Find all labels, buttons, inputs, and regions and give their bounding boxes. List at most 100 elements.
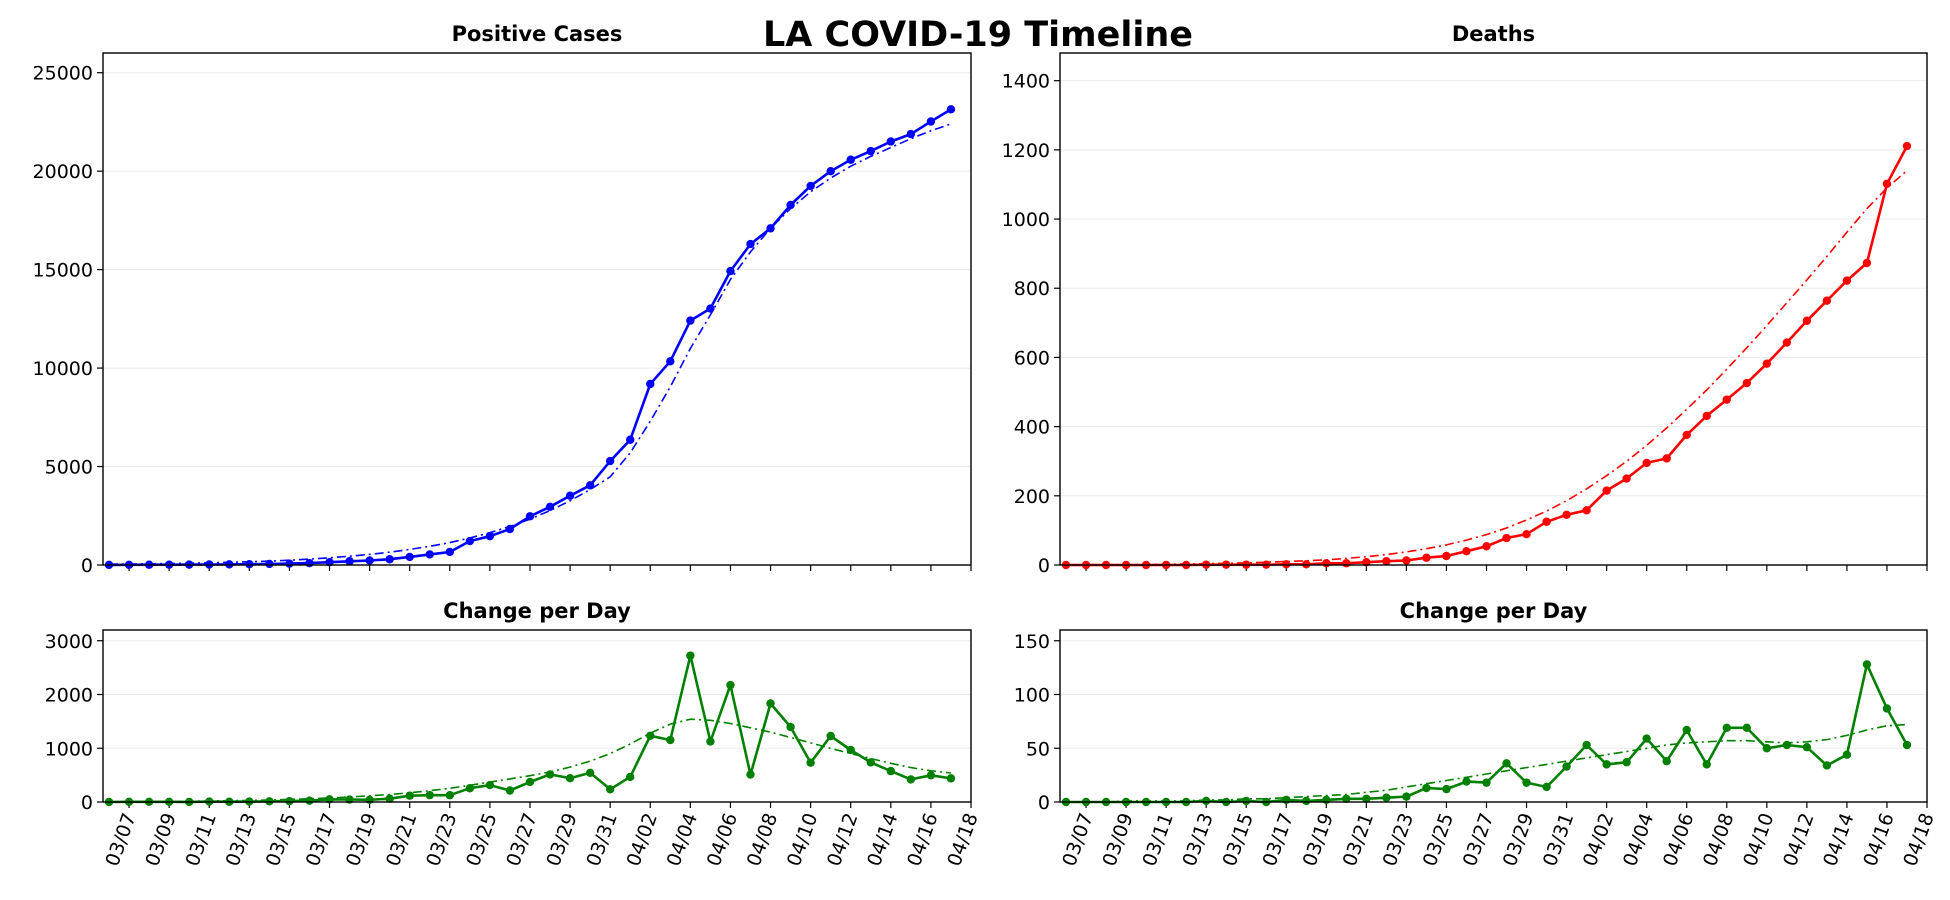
data-point bbox=[1322, 795, 1331, 805]
data-point bbox=[1862, 258, 1872, 268]
x-tick-label: 03/27 bbox=[502, 810, 541, 869]
trend-line bbox=[108, 123, 952, 565]
data-point bbox=[1342, 559, 1351, 568]
data-point bbox=[686, 651, 695, 660]
data-point bbox=[746, 239, 755, 249]
data-point bbox=[1482, 778, 1491, 787]
x-tick-label: 04/06 bbox=[1659, 810, 1698, 869]
x-tick-label: 03/15 bbox=[262, 810, 301, 869]
y-tick-label: 3000 bbox=[45, 631, 93, 653]
data-point bbox=[1742, 378, 1751, 388]
y-tick-label: 0 bbox=[81, 555, 93, 577]
data-point bbox=[1562, 762, 1571, 771]
data-point bbox=[1382, 556, 1391, 566]
x-tick-label: 03/29 bbox=[542, 810, 581, 869]
data-point bbox=[585, 768, 595, 778]
data-point bbox=[1422, 553, 1431, 562]
y-tick-label: 200 bbox=[1014, 486, 1050, 508]
plot-frame bbox=[1059, 52, 1928, 566]
x-tick-label: 03/11 bbox=[1138, 810, 1177, 869]
panel-title: Change per Day bbox=[1400, 599, 1588, 623]
y-tick-label: 15000 bbox=[33, 260, 93, 282]
data-point bbox=[1302, 796, 1311, 806]
data-point bbox=[1702, 411, 1711, 421]
data-point bbox=[946, 774, 956, 783]
trend-line bbox=[1065, 169, 1908, 566]
x-tick-label: 04/04 bbox=[663, 810, 702, 869]
data-point bbox=[1582, 506, 1591, 515]
data-point bbox=[1382, 793, 1391, 802]
data-point bbox=[946, 105, 956, 114]
y-tick-label: 2000 bbox=[45, 685, 93, 707]
x-tick-label: 03/25 bbox=[462, 810, 501, 869]
data-point bbox=[605, 785, 615, 794]
data-point bbox=[385, 794, 394, 803]
data-point bbox=[405, 552, 414, 562]
data-point bbox=[846, 155, 855, 164]
x-tick-label: 04/02 bbox=[623, 810, 662, 869]
x-tick-label: 03/21 bbox=[1339, 810, 1378, 869]
data-point bbox=[1462, 777, 1471, 786]
plot-frame bbox=[1059, 629, 1928, 803]
y-tick-label: 0 bbox=[1038, 792, 1050, 814]
x-tick-label: 03/15 bbox=[1219, 810, 1258, 869]
x-tick-label: 03/31 bbox=[1539, 810, 1578, 869]
y-tick-label: 20000 bbox=[33, 161, 93, 183]
data-point bbox=[325, 557, 334, 567]
data-point bbox=[1602, 760, 1611, 769]
data-point bbox=[706, 304, 715, 313]
data-point bbox=[926, 117, 936, 126]
data-point bbox=[1562, 510, 1571, 520]
plot-frame bbox=[102, 52, 972, 566]
panel-deaths: Deaths 0 200 400 600 800 1000 1200 1400 bbox=[1002, 22, 1928, 577]
y-tick-label: 25000 bbox=[33, 63, 93, 85]
data-point bbox=[686, 316, 695, 325]
data-point bbox=[1442, 551, 1451, 561]
x-tick-label: 03/27 bbox=[1459, 810, 1498, 869]
x-tick-label: 03/17 bbox=[302, 810, 341, 869]
data-point bbox=[646, 379, 655, 389]
x-tick-label: 04/08 bbox=[1699, 810, 1738, 869]
x-tick-label: 03/11 bbox=[182, 810, 221, 869]
data-point bbox=[285, 796, 294, 806]
x-tick-label: 04/12 bbox=[823, 810, 862, 869]
y-tick-label: 5000 bbox=[45, 457, 93, 479]
data-point bbox=[886, 137, 896, 146]
x-tick-label: 04/08 bbox=[743, 810, 782, 869]
data-point bbox=[1402, 556, 1411, 565]
y-tick-label: 1200 bbox=[1002, 140, 1050, 162]
figure-title: LA COVID-19 Timeline bbox=[763, 15, 1193, 55]
data-point bbox=[866, 146, 875, 156]
data-point bbox=[1502, 533, 1511, 543]
x-tick-label: 03/09 bbox=[1098, 810, 1137, 869]
x-tick-label: 03/31 bbox=[582, 810, 621, 869]
data-point bbox=[445, 547, 454, 557]
x-tick-label: 04/12 bbox=[1779, 810, 1818, 869]
data-point bbox=[1542, 782, 1551, 792]
data-point bbox=[1462, 546, 1471, 556]
data-point bbox=[1782, 338, 1792, 347]
data-point bbox=[706, 737, 715, 746]
x-tick-label: 03/07 bbox=[101, 810, 140, 869]
y-tick-label: 1000 bbox=[45, 738, 93, 760]
x-tick-label: 04/14 bbox=[863, 810, 902, 869]
panel-title: Change per Day bbox=[443, 599, 631, 623]
x-tick-label: 03/07 bbox=[1058, 810, 1097, 869]
data-point bbox=[425, 790, 434, 800]
data-point bbox=[385, 555, 394, 564]
y-tick-label: 100 bbox=[1014, 685, 1050, 707]
x-tick-label: 04/16 bbox=[903, 810, 942, 869]
x-tick-label: 04/02 bbox=[1579, 810, 1618, 869]
data-point bbox=[766, 224, 775, 233]
data-point bbox=[1702, 760, 1711, 769]
x-tick-label: 03/29 bbox=[1499, 810, 1538, 869]
y-tick-label: 0 bbox=[1038, 555, 1050, 577]
x-tick-label: 04/06 bbox=[703, 810, 742, 869]
x-tick-label: 04/18 bbox=[1899, 810, 1938, 869]
x-tick-label: 03/19 bbox=[342, 810, 381, 869]
x-tick-label: 04/18 bbox=[943, 810, 982, 869]
data-point bbox=[826, 731, 835, 741]
data-point bbox=[1882, 704, 1892, 713]
